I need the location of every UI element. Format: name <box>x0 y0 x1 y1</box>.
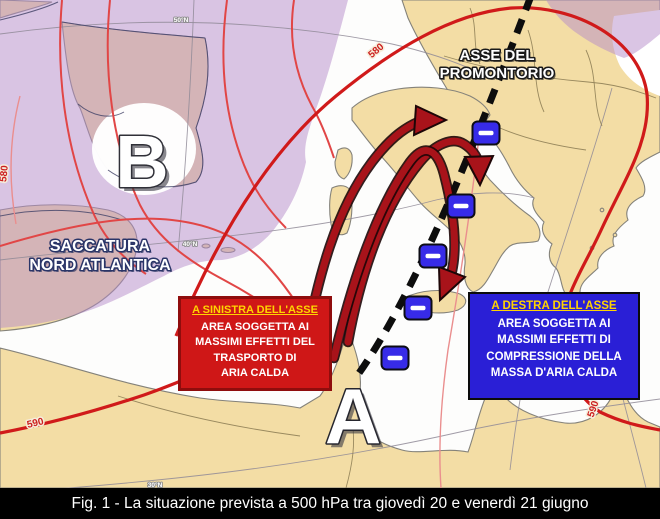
left-axis-annotation-box: A SINISTRA DELL'ASSE AREA SOGGETTA AI MA… <box>178 296 332 391</box>
minus-icon <box>387 355 403 361</box>
weather-map: 50°N 40°N 30°N <box>0 0 660 488</box>
land-corsica <box>334 147 353 180</box>
svg-text:SACCATURA: SACCATURA <box>52 240 153 257</box>
map-text-labels: B B SACCATURA SACCATURA NORD ATLANTICA N… <box>28 46 557 465</box>
low-core-white-blob <box>92 103 196 195</box>
low-name-line1: SACCATURA <box>50 238 151 255</box>
right-axis-annotation-box: A DESTRA DELL'ASSE AREA SOGGETTA AI MASS… <box>468 292 640 400</box>
minus-badge <box>403 295 433 321</box>
minus-icon <box>410 305 426 311</box>
left-box-line: TRASPORTO DI <box>213 351 297 364</box>
land-north-africa <box>0 340 660 488</box>
low-letter: B <box>115 120 168 203</box>
ridge-axis-line2: PROMONTORIO <box>440 65 555 82</box>
minus-icon <box>425 253 441 259</box>
left-box-line: ARIA CALDA <box>220 367 290 379</box>
country-borders <box>0 1 657 488</box>
contour-label-580-left: 580 <box>0 164 11 182</box>
left-box-line: MASSIMI EFFETTI DEL <box>195 336 315 348</box>
aegean-island <box>612 232 618 238</box>
left-box-line: AREA SOGGETTA AI <box>201 320 309 333</box>
ridge-axis-line1: ASSE DEL <box>459 47 534 64</box>
svg-text:A: A <box>329 376 385 464</box>
lat-40-label: 40°N <box>183 240 198 248</box>
right-box-line: COMPRESSIONE DELLA <box>486 350 622 363</box>
right-box-line: AREA SOGGETTA AI <box>497 317 611 330</box>
arrow-middle <box>342 135 495 348</box>
right-box-line: MASSIMI EFFETTI DI <box>497 334 611 346</box>
minus-badge <box>418 243 448 269</box>
svg-text:B: B <box>119 124 172 207</box>
minus-icon <box>453 203 469 209</box>
minus-badge <box>446 193 476 219</box>
figure-caption: Fig. 1 - La situazione prevista a 500 hP… <box>0 488 660 519</box>
graticule: 50°N 40°N 30°N <box>0 0 660 488</box>
minus-badge <box>471 120 501 146</box>
lat-50-label: 50°N <box>174 16 189 24</box>
svg-text:PROMONTORIO: PROMONTORIO <box>442 67 557 84</box>
minus-badges <box>380 120 501 371</box>
aegean-island <box>599 207 605 213</box>
axis-letter: A <box>325 372 381 460</box>
left-box-heading: A SINISTRA DELL'ASSE <box>192 304 318 316</box>
lat-30-label: 30°N <box>148 481 163 488</box>
minus-badge <box>380 345 410 371</box>
minus-icon <box>478 130 494 136</box>
arrow-right <box>328 145 467 364</box>
right-box-heading: A DESTRA DELL'ASSE <box>491 300 617 312</box>
svg-text:NORD ATLANTICA: NORD ATLANTICA <box>31 259 173 276</box>
low-name-line2: NORD ATLANTICA <box>29 257 171 274</box>
svg-text:ASSE DEL: ASSE DEL <box>461 49 536 66</box>
right-box-line: MASSA D'ARIA CALDA <box>490 367 618 379</box>
